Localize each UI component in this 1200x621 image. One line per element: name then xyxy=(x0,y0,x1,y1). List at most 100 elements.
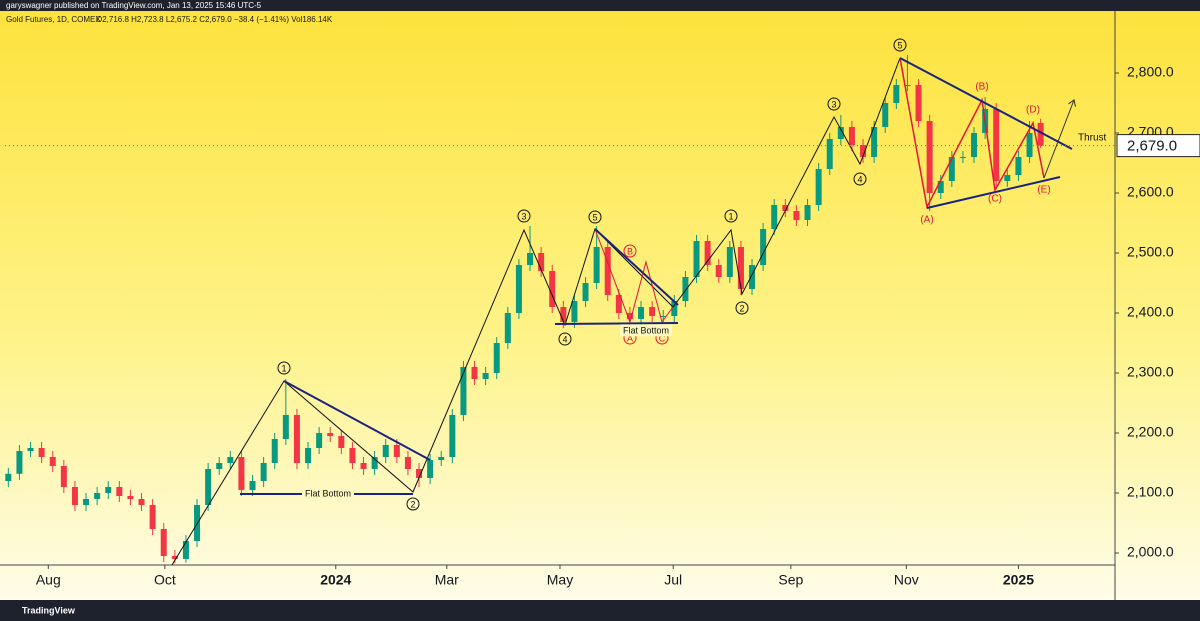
candle-body xyxy=(238,457,245,491)
candle-body xyxy=(16,451,23,474)
candle-body xyxy=(704,241,711,266)
label-bg xyxy=(301,487,355,500)
candle-body xyxy=(49,457,56,467)
wave-label: 3 xyxy=(831,99,836,109)
candle-body xyxy=(5,473,12,482)
pattern-label: Flat Bottom xyxy=(623,325,669,335)
candle-body xyxy=(1004,175,1011,182)
candle-body xyxy=(771,205,778,230)
candle-body xyxy=(449,415,456,458)
candle-body xyxy=(760,229,767,266)
candle-body xyxy=(271,439,278,464)
wave-label: C xyxy=(659,333,666,343)
candle-body xyxy=(160,529,167,557)
candle-body xyxy=(560,307,567,323)
candle-body xyxy=(305,448,312,464)
wave-label: 5 xyxy=(592,212,597,222)
candle-body xyxy=(571,301,578,323)
candle-body xyxy=(393,445,400,458)
candle-body xyxy=(993,109,1000,182)
candle-body xyxy=(549,271,556,308)
candle-body xyxy=(804,205,811,221)
wave-circle xyxy=(893,38,907,52)
candle-body xyxy=(626,313,633,320)
candle-body xyxy=(815,169,822,206)
wave-circle xyxy=(277,361,291,375)
wave-circle xyxy=(517,209,531,223)
candle-body xyxy=(848,127,855,146)
candle-body xyxy=(460,367,467,416)
trend-line xyxy=(283,380,431,461)
candle-body xyxy=(515,265,522,314)
candle-body xyxy=(105,487,112,494)
candle-body xyxy=(493,343,500,374)
candle-body xyxy=(837,127,844,140)
wave-circle xyxy=(588,210,602,224)
candle-body xyxy=(316,433,323,449)
candle-body xyxy=(904,85,911,87)
x-tick-label: May xyxy=(547,572,573,588)
candle-body xyxy=(171,556,178,560)
footer-brand: TradingView xyxy=(22,605,76,615)
candle-body xyxy=(693,241,700,278)
candle-body xyxy=(504,313,511,344)
x-tick-label: Sep xyxy=(778,572,803,588)
publisher: garyswagner published on TradingView.com… xyxy=(6,1,262,10)
candle-body xyxy=(660,316,667,318)
wave-label: (E) xyxy=(1037,185,1050,196)
candle-body xyxy=(27,448,34,452)
wave-label: 2 xyxy=(410,499,415,509)
candle-body xyxy=(349,448,356,464)
trend-line xyxy=(594,228,679,306)
candle-body xyxy=(671,301,678,317)
wave-label: 2 xyxy=(739,303,744,313)
candle-body xyxy=(582,283,589,302)
wave-label: 1 xyxy=(281,363,286,373)
trend-line xyxy=(554,322,679,325)
candle-body xyxy=(216,463,223,470)
last-price-badge xyxy=(1116,134,1200,158)
candle-body xyxy=(793,211,800,221)
x-tick-label: 2024 xyxy=(320,572,351,588)
wave-label: (B) xyxy=(975,82,988,93)
candle-body xyxy=(915,85,922,122)
candle-body xyxy=(94,493,101,500)
label-bg xyxy=(619,324,673,337)
candle-body xyxy=(404,457,411,470)
candle-body xyxy=(416,469,423,479)
candle-body xyxy=(937,181,944,194)
chart-title: Gold Futures, 1D, COMEX xyxy=(6,15,101,24)
wave-label: 5 xyxy=(897,40,902,50)
candle-body xyxy=(205,469,212,506)
candle-body xyxy=(427,460,434,479)
candle-body xyxy=(382,445,389,458)
y-tick-label: 2,200.0 xyxy=(1127,424,1174,440)
wave-label: 4 xyxy=(857,174,862,184)
wave-label: B xyxy=(627,246,633,256)
x-tick-label: Aug xyxy=(36,572,61,588)
trend-line xyxy=(899,57,1073,150)
candle-body xyxy=(604,247,611,296)
candle-body xyxy=(260,463,267,482)
candle-body xyxy=(38,448,45,458)
candle-body xyxy=(615,295,622,314)
x-tick-label: Jul xyxy=(664,572,682,588)
y-tick-label: 2,300.0 xyxy=(1127,364,1174,380)
wave-label: 1 xyxy=(728,211,733,221)
candle-body xyxy=(293,415,300,464)
x-tick-label: Mar xyxy=(435,572,459,588)
candle-body xyxy=(649,307,656,317)
candle-body xyxy=(282,415,289,440)
candle-body xyxy=(1015,157,1022,176)
candle-body xyxy=(116,487,123,497)
candle-body xyxy=(227,457,234,464)
candle-body xyxy=(726,247,733,278)
ohlc-legend: O2,716.8 H2,723.8 L2,675.2 C2,679.0 −38.… xyxy=(96,15,333,24)
candle-body xyxy=(959,157,966,159)
wave-label: 4 xyxy=(562,334,567,344)
candle-body xyxy=(527,253,534,266)
candle-body xyxy=(715,265,722,278)
candle-body xyxy=(60,466,67,488)
